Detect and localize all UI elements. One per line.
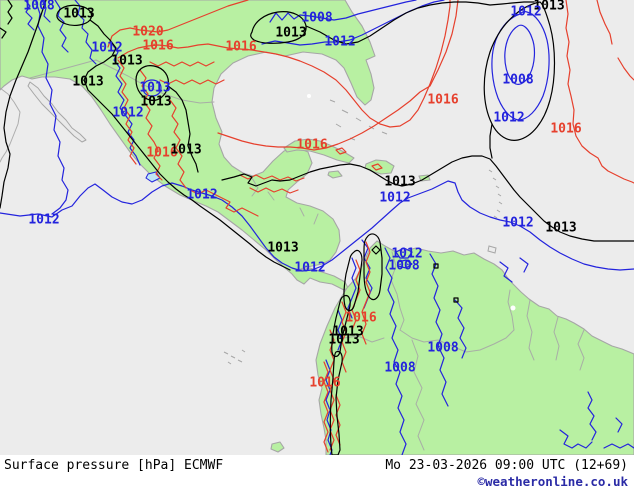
pressure-label: 1016 — [309, 376, 340, 391]
copyright: ©weatheronline.co.uk — [477, 474, 628, 489]
pressure-label: 1008 — [23, 0, 54, 14]
land-islet — [270, 441, 285, 453]
pressure-label: 1013 — [275, 26, 306, 41]
isobars-red — [107, 0, 634, 453]
land-cuba — [283, 138, 355, 164]
pressure-label: 1013 — [384, 175, 415, 190]
pressure-label: 1016 — [142, 39, 173, 54]
status-bar: Surface pressure [hPa] ECMWF Mo 23-03-20… — [0, 455, 634, 490]
pressure-label: 1012 — [91, 41, 122, 56]
timestamp: Mo 23-03-2026 09:00 UTC (12+69) — [385, 458, 628, 473]
pressure-label: 1012 — [186, 188, 217, 203]
pressure-label: 1012 — [510, 5, 541, 20]
pressure-label: 1016 — [345, 311, 376, 326]
pressure-label: 1013 — [170, 143, 201, 158]
pressure-label: 1012 — [379, 191, 410, 206]
pressure-label: 1016 — [146, 146, 177, 161]
landmasses — [0, 0, 634, 455]
pressure-label: 1008 — [384, 361, 415, 376]
pressure-label: 1013 — [332, 325, 363, 340]
land-north-america — [0, 0, 376, 291]
pressure-label: 1013 — [72, 75, 103, 90]
pressure-label: 1013 — [533, 0, 564, 14]
map-title: Surface pressure [hPa] ECMWF — [4, 458, 224, 473]
isobars-blue — [0, 0, 634, 455]
pressure-label: 1012 — [502, 216, 533, 231]
pressure-label: 1008 — [301, 11, 332, 26]
pressure-label: 1020 — [132, 25, 163, 40]
pressure-label: 1013 — [140, 95, 171, 110]
pressure-label: 1013 — [111, 54, 142, 69]
land-south-america — [315, 240, 634, 455]
pressure-label: 1012 — [294, 261, 325, 276]
pressure-label: 1012 — [28, 213, 59, 228]
pressure-label: 1012 — [324, 35, 355, 50]
pressure-label: 1013 — [545, 221, 576, 236]
pressure-label: 1008 — [502, 73, 533, 88]
isobars-black — [0, 0, 634, 455]
borders — [0, 59, 585, 451]
pressure-label: 1013 — [267, 241, 298, 256]
pressure-label: 1008 — [427, 341, 458, 356]
pressure-label: 1013 — [63, 7, 94, 22]
pressure-label: 1008 — [388, 259, 419, 274]
pressure-label: 1013 — [328, 333, 359, 348]
pressure-label: 1012 — [391, 247, 422, 262]
pressure-label: 1012 — [493, 111, 524, 126]
land-jamaica — [327, 170, 343, 179]
pressure-label: 1013 — [139, 81, 170, 96]
pressure-label: 1016 — [225, 40, 256, 55]
pressure-label: 1016 — [427, 93, 458, 108]
pressure-label: 1016 — [296, 138, 327, 153]
pressure-label: 1016 — [550, 122, 581, 137]
pressure-label: 1012 — [112, 106, 143, 121]
